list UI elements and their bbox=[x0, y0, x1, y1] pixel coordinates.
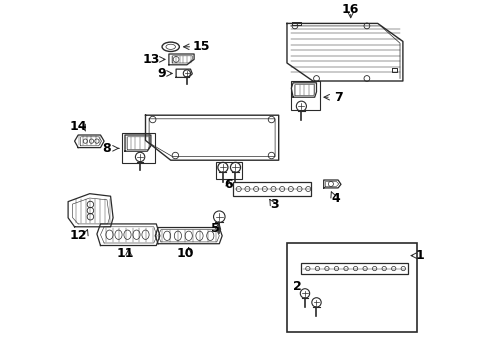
Text: 11: 11 bbox=[116, 247, 133, 260]
Text: 12: 12 bbox=[69, 229, 87, 242]
Bar bbox=[232, 182, 311, 196]
Text: 13: 13 bbox=[142, 53, 159, 66]
Text: 1: 1 bbox=[415, 249, 424, 262]
Text: 3: 3 bbox=[269, 198, 278, 211]
Bar bbox=[286, 243, 416, 332]
Text: 7: 7 bbox=[333, 91, 342, 104]
Text: 6: 6 bbox=[224, 178, 232, 191]
Text: 8: 8 bbox=[102, 142, 111, 155]
Text: 5: 5 bbox=[211, 222, 220, 235]
Bar bbox=[290, 81, 320, 110]
Text: 4: 4 bbox=[331, 192, 340, 204]
Bar bbox=[301, 263, 407, 274]
Text: 9: 9 bbox=[157, 67, 165, 80]
Text: 10: 10 bbox=[176, 247, 193, 260]
Text: 16: 16 bbox=[341, 3, 359, 15]
Text: 2: 2 bbox=[293, 280, 302, 293]
Text: 14: 14 bbox=[69, 120, 87, 132]
Bar bbox=[215, 162, 241, 179]
Bar bbox=[122, 133, 154, 163]
Text: 15: 15 bbox=[192, 40, 210, 53]
